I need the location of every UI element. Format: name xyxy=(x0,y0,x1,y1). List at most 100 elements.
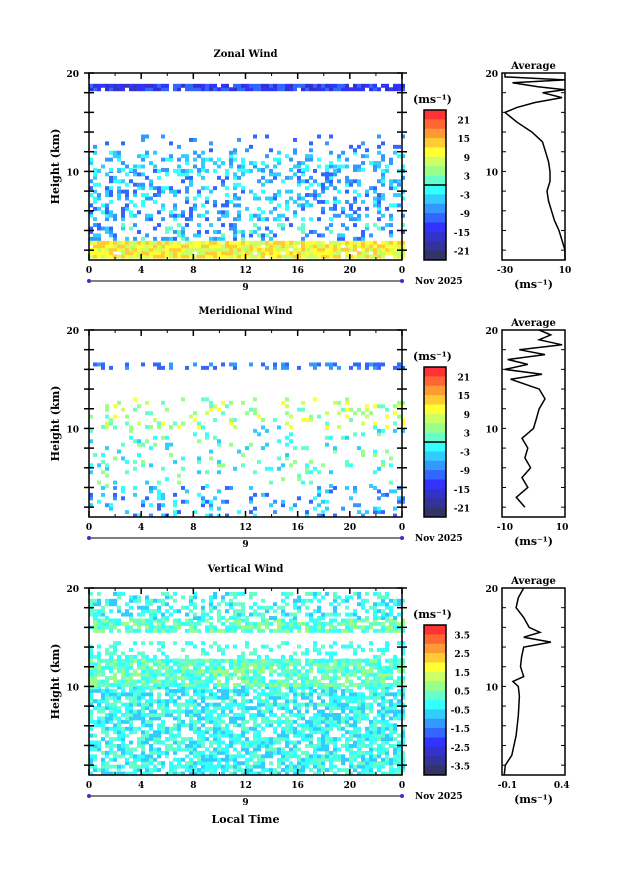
heatmap-cell xyxy=(273,362,277,367)
heatmap-cell xyxy=(385,168,389,173)
heatmap-cell xyxy=(229,605,233,610)
heatmap-cell xyxy=(97,598,101,603)
heatmap-cell xyxy=(153,654,157,659)
heatmap-cell xyxy=(165,699,169,704)
heatmap-cell xyxy=(321,240,325,245)
x-tick-label: 0 xyxy=(399,781,405,791)
colorbar-swatch xyxy=(424,213,446,223)
heatmap-cell xyxy=(261,425,265,430)
heatmap-cell xyxy=(333,240,337,245)
heatmap-cell xyxy=(233,157,237,162)
heatmap-cell xyxy=(117,662,121,667)
heatmap-cell xyxy=(389,662,393,667)
heatmap-cell xyxy=(325,726,329,731)
heatmap-cell xyxy=(389,182,393,187)
heatmap-cell xyxy=(209,407,213,412)
heatmap-cell xyxy=(181,709,185,714)
heatmap-cell xyxy=(229,485,233,490)
heatmap-cell xyxy=(305,199,309,204)
heatmap-cell xyxy=(341,743,345,748)
heatmap-cell xyxy=(365,247,369,252)
heatmap-cell xyxy=(241,733,245,738)
heatmap-cell xyxy=(161,247,165,252)
heatmap-cell xyxy=(357,179,361,184)
heatmap-cell xyxy=(265,719,269,724)
heatmap-cell xyxy=(365,189,369,194)
heatmap-cell xyxy=(245,747,249,752)
heatmap-cell xyxy=(333,747,337,752)
heatmap-cell xyxy=(137,702,141,707)
heatmap-cell xyxy=(217,743,221,748)
heatmap-cell xyxy=(345,612,349,617)
heatmap-cell xyxy=(141,157,145,162)
heatmap-cell xyxy=(133,189,137,194)
heatmap-cell xyxy=(317,737,321,742)
heatmap-cell xyxy=(297,644,301,649)
heatmap-cell xyxy=(217,740,221,745)
heatmap-cell xyxy=(257,764,261,769)
heatmap-cell xyxy=(393,625,397,630)
heatmap-cell xyxy=(365,609,369,614)
heatmap-cell xyxy=(317,244,321,249)
heatmap-cell xyxy=(245,628,249,633)
heatmap-cell xyxy=(313,706,317,711)
heatmap-cell xyxy=(325,750,329,755)
heatmap-cell xyxy=(273,771,277,776)
heatmap-cell xyxy=(349,764,353,769)
heatmap-cell xyxy=(137,688,141,693)
heatmap-cell xyxy=(89,193,93,198)
heatmap-cell xyxy=(133,598,137,603)
heatmap-cell xyxy=(273,172,277,177)
heatmap-cell xyxy=(213,723,217,728)
heatmap-cell xyxy=(353,768,357,773)
heatmap-cell xyxy=(309,244,313,249)
heatmap-cell xyxy=(245,726,249,731)
heatmap-cell xyxy=(357,692,361,697)
heatmap-cell xyxy=(385,244,389,249)
heatmap-cell xyxy=(261,662,265,667)
heatmap-cell xyxy=(193,196,197,201)
heatmap-cell xyxy=(389,244,393,249)
heatmap-cell xyxy=(145,625,149,630)
heatmap-cell xyxy=(109,702,113,707)
heatmap-cell xyxy=(185,702,189,707)
heatmap-cell xyxy=(341,658,345,663)
heatmap-cell xyxy=(361,254,365,259)
heatmap-cell xyxy=(193,244,197,249)
heatmap-cell xyxy=(205,688,209,693)
heatmap-cell xyxy=(161,651,165,656)
heatmap-cell xyxy=(261,688,265,693)
heatmap-cell xyxy=(313,662,317,667)
heatmap-cell xyxy=(373,362,377,367)
heatmap-cell xyxy=(401,365,405,370)
heatmap-cell xyxy=(93,453,97,457)
heatmap-cell xyxy=(305,706,309,711)
heatmap-cell xyxy=(109,240,113,245)
heatmap-cell xyxy=(285,612,289,617)
heatmap-cell xyxy=(117,733,121,738)
heatmap-cell xyxy=(253,754,257,759)
heatmap-cell xyxy=(257,712,261,717)
heatmap-cell xyxy=(141,665,145,670)
heatmap-cell xyxy=(357,251,361,256)
heatmap-cell xyxy=(133,244,137,249)
heatmap-cell xyxy=(157,754,161,759)
heatmap-cell xyxy=(385,688,389,693)
heatmap-cell xyxy=(385,164,389,169)
heatmap-cell xyxy=(241,233,245,238)
heatmap-cell xyxy=(201,609,205,614)
heatmap-cell xyxy=(325,172,329,177)
heatmap-cell xyxy=(89,740,93,745)
heatmap-cell xyxy=(105,685,109,690)
heatmap-cell xyxy=(273,712,277,717)
heatmap-cell xyxy=(353,411,357,416)
heatmap-cell xyxy=(297,496,301,501)
heatmap-cell xyxy=(205,764,209,769)
heatmap-cell xyxy=(213,595,217,600)
heatmap-cell xyxy=(329,699,333,704)
heatmap-cell xyxy=(345,485,349,490)
heatmap-cell xyxy=(377,754,381,759)
heatmap-cell xyxy=(201,740,205,745)
heatmap-cell xyxy=(189,595,193,600)
heatmap-cell xyxy=(369,757,373,762)
